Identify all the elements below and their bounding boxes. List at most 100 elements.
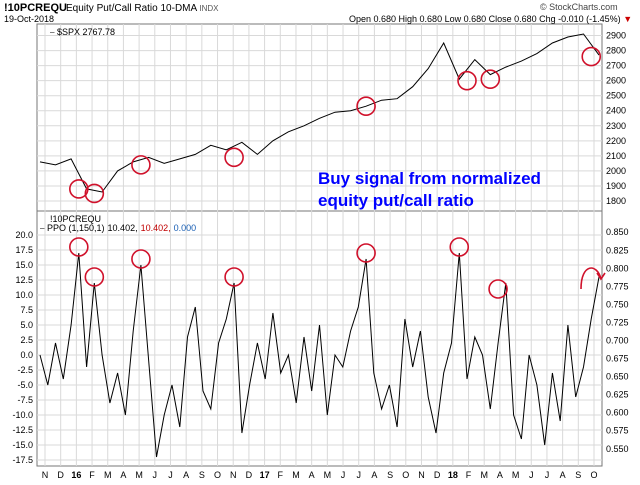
signal-circle [69,179,89,199]
signal-circle [356,243,376,263]
signal-circle [84,267,105,287]
x-tick-label: A [560,470,566,480]
signal-circle [449,237,470,257]
chart-ticker: !10PCREQU [4,2,67,14]
x-tick-label: F [466,470,472,480]
ppo-label: PPO (1,150,1) [47,223,105,233]
x-tick-label: M [135,470,143,480]
lower-left-y-axis: 20.0 17.5 15.0 12.5 10.0 7.5 5.0 2.5 0.0 -2.5 -5.0… [12,230,33,465]
lower-left-y-tick: 0.0 [20,350,33,360]
lower-left-y-tick: -10.0 [12,410,33,420]
lower-left-y-tick: 12.5 [15,275,33,285]
lower-left-y-tick: -12.5 [12,425,33,435]
x-tick-label: J [356,470,361,480]
signal-circle [356,96,376,117]
x-tick-label: 18 [448,470,458,480]
x-tick-label: M [480,470,488,480]
signal-circle [224,267,244,287]
upper-y-tick: 2200 [606,136,626,146]
chart-date: 19-Oct-2018 [4,14,55,24]
upper-signal-circles [69,46,602,204]
lower-right-y-tick: 0.675 [606,354,629,364]
lower-left-y-tick: 10.0 [15,290,33,300]
signal-circle [224,147,244,168]
upper-y-tick: 2000 [606,166,626,176]
lower-left-y-tick: -17.5 [12,455,33,465]
chart-description: Equity Put/Call Ratio 10-DMA INDX [66,3,219,14]
ohlc-readout: Open 0.680 High 0.680 Low 0.680 Close 0.… [349,14,632,24]
ppo-value-1: 10.402, [108,223,138,233]
lower-legend-title: !10PCREQU [50,214,101,224]
lower-left-y-tick: 5.0 [20,320,33,330]
x-tick-label: M [292,470,300,480]
ppo-value-2: 10.402, [141,223,171,233]
lower-legend: ⎯ PPO (1,150,1) 10.402, 10.402, 0.000 [40,223,196,233]
x-tick-label: J [341,470,346,480]
chg-arrow-icon: ▼ [623,14,633,24]
lower-right-y-tick: 0.650 [606,372,629,382]
lower-right-y-tick: 0.550 [606,444,629,454]
x-tick-label: F [278,470,284,480]
x-tick-label: N [230,470,237,480]
signal-circle [131,249,151,269]
stockcharts-credit: © StockCharts.com [540,2,618,12]
lower-left-y-tick: -7.5 [17,395,33,405]
x-tick-label: S [575,470,581,480]
x-tick-label: 16 [71,470,81,480]
upper-y-tick: 2100 [606,151,626,161]
lower-left-y-tick: 15.0 [15,260,33,270]
x-tick-label: M [104,470,112,480]
ohlc-values: Open 0.680 High 0.680 Low 0.680 Close 0.… [349,14,621,24]
lower-right-y-tick: 0.600 [606,408,629,418]
signal-circle [480,69,501,89]
upper-y-tick: 2700 [606,61,626,71]
x-tick-label: M [324,470,332,480]
x-tick-label: J [168,470,173,480]
x-tick-label: F [89,470,95,480]
upper-y-tick: 2900 [606,31,626,41]
lower-right-y-tick: 0.700 [606,336,629,346]
lower-right-y-tick: 0.800 [606,263,629,273]
x-tick-label: A [309,470,315,480]
signal-circle [457,70,477,91]
x-tick-label: O [402,470,409,480]
signal-circle [488,279,508,299]
x-tick-label: M [512,470,520,480]
chart-exchange: INDX [199,4,219,13]
lower-left-y-tick: 2.5 [20,335,33,345]
lower-panel-frame [36,210,603,467]
upper-y-tick: 2400 [606,106,626,116]
lower-right-y-tick: 0.725 [606,317,629,327]
lower-left-y-tick: -5.0 [17,380,33,390]
chart-title: Equity Put/Call Ratio 10-DMA [66,3,197,14]
upper-legend: ⎯ $SPX 2767.78 [50,27,115,37]
x-tick-label: A [371,470,377,480]
upper-y-axis: 1800 1900 2000 2100 2200 2300 2400 2500 2600 2700… [606,31,626,206]
x-tick-label: D [246,470,253,480]
x-tick-label: S [387,470,393,480]
lower-left-y-tick: -15.0 [12,440,33,450]
x-axis: N D 16 F M A M J J A S O N D 17 F M A M J J A S O N D 18 F M A M J J A S O [42,470,598,480]
x-tick-label: S [199,470,205,480]
x-tick-label: J [529,470,534,480]
x-tick-label: O [590,470,597,480]
lower-left-y-tick: 17.5 [15,245,33,255]
x-tick-label: A [120,470,126,480]
signal-circle [131,155,151,175]
lower-legend-swatch: ⎯ [40,223,47,233]
upper-y-tick: 2500 [606,91,626,101]
x-tick-label: D [57,470,64,480]
upper-legend-label: $SPX 2767.78 [57,27,115,37]
x-tick-label: D [434,470,441,480]
upper-y-tick: 1800 [606,196,626,206]
lower-right-y-tick: 0.750 [606,299,629,309]
lower-left-y-tick: 20.0 [15,230,33,240]
lower-left-y-tick: -2.5 [17,365,33,375]
annotation-line-2: equity put/call ratio [318,191,474,210]
x-tick-label: A [183,470,189,480]
lower-right-y-tick: 0.775 [606,281,629,291]
x-tick-label: J [153,470,158,480]
signal-circle [581,46,602,67]
x-tick-label: J [545,470,550,480]
